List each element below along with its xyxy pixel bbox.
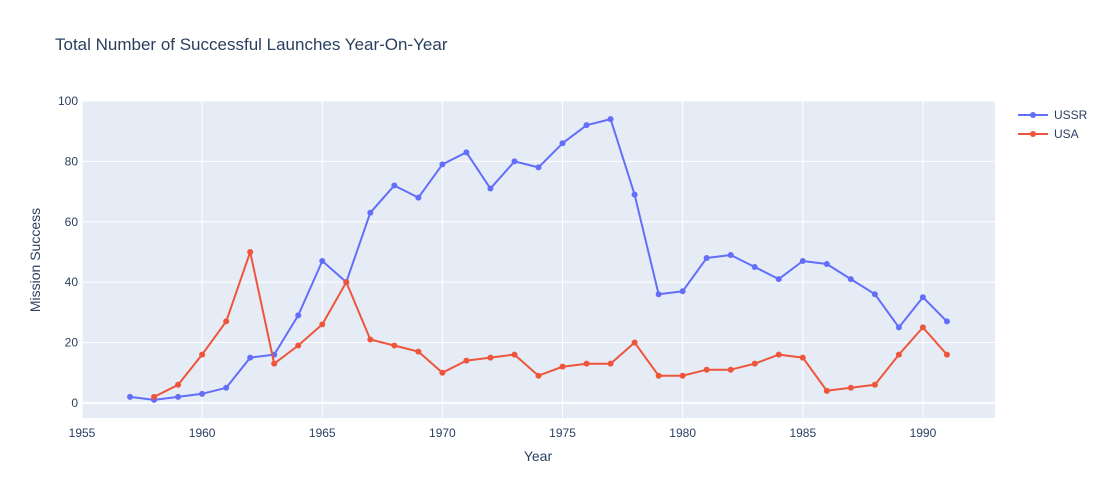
data-point[interactable] bbox=[583, 122, 590, 129]
y-axis-ticks: 0 20 40 60 80 100 bbox=[58, 94, 78, 410]
data-point[interactable] bbox=[703, 254, 710, 261]
data-point[interactable] bbox=[367, 336, 374, 343]
x-tick-label: 1970 bbox=[429, 426, 456, 440]
data-point[interactable] bbox=[319, 321, 326, 328]
data-point[interactable] bbox=[463, 149, 470, 156]
data-point[interactable] bbox=[535, 164, 542, 171]
series-line bbox=[153, 251, 948, 398]
data-point[interactable] bbox=[679, 288, 686, 295]
y-tick-label: 0 bbox=[71, 396, 78, 410]
y-tick-label: 100 bbox=[58, 94, 78, 108]
series-group bbox=[127, 116, 950, 403]
data-point[interactable] bbox=[583, 360, 590, 367]
data-point[interactable] bbox=[631, 191, 638, 198]
data-point[interactable] bbox=[439, 369, 446, 376]
data-point[interactable] bbox=[703, 366, 710, 373]
series-usa bbox=[151, 248, 950, 400]
data-point[interactable] bbox=[319, 258, 326, 265]
data-point[interactable] bbox=[223, 384, 230, 391]
data-point[interactable] bbox=[727, 366, 734, 373]
y-tick-label: 20 bbox=[65, 336, 79, 350]
y-tick-label: 40 bbox=[65, 275, 79, 289]
data-point[interactable] bbox=[751, 264, 758, 271]
data-point[interactable] bbox=[247, 354, 254, 361]
data-point[interactable] bbox=[823, 261, 830, 268]
x-tick-label: 1975 bbox=[549, 426, 576, 440]
x-tick-label: 1990 bbox=[910, 426, 937, 440]
data-point[interactable] bbox=[127, 393, 134, 400]
data-point[interactable] bbox=[679, 372, 686, 379]
x-axis-title: Year bbox=[524, 448, 553, 464]
data-point[interactable] bbox=[295, 342, 302, 349]
legend-item-ussr[interactable]: USSR bbox=[1018, 108, 1088, 122]
data-point[interactable] bbox=[439, 161, 446, 168]
data-point[interactable] bbox=[559, 140, 566, 147]
data-point[interactable] bbox=[511, 351, 518, 358]
chart-title: Total Number of Successful Launches Year… bbox=[55, 35, 448, 54]
x-axis-ticks: 1955 1960 1965 1970 1975 1980 1985 1990 bbox=[69, 426, 937, 440]
y-axis-title: Mission Success bbox=[27, 208, 43, 312]
data-point[interactable] bbox=[487, 354, 494, 361]
data-point[interactable] bbox=[799, 354, 806, 361]
data-point[interactable] bbox=[535, 372, 542, 379]
data-point[interactable] bbox=[847, 276, 854, 283]
data-point[interactable] bbox=[727, 251, 734, 258]
grid-lines bbox=[81, 100, 995, 418]
data-point[interactable] bbox=[895, 324, 902, 331]
data-point[interactable] bbox=[511, 158, 518, 165]
data-point[interactable] bbox=[823, 387, 830, 394]
y-tick-label: 60 bbox=[65, 215, 79, 229]
series-ussr bbox=[127, 116, 950, 403]
data-point[interactable] bbox=[223, 318, 230, 325]
data-point[interactable] bbox=[175, 381, 182, 388]
data-point[interactable] bbox=[559, 363, 566, 370]
data-point[interactable] bbox=[175, 393, 182, 400]
data-point[interactable] bbox=[751, 360, 758, 367]
data-point[interactable] bbox=[295, 312, 302, 319]
data-point[interactable] bbox=[631, 339, 638, 346]
data-point[interactable] bbox=[607, 116, 614, 123]
legend-label: USSR bbox=[1054, 108, 1088, 122]
data-point[interactable] bbox=[415, 194, 422, 201]
plot-area bbox=[82, 101, 995, 418]
data-point[interactable] bbox=[367, 209, 374, 216]
data-point[interactable] bbox=[919, 324, 926, 331]
data-point[interactable] bbox=[415, 348, 422, 355]
data-point[interactable] bbox=[607, 360, 614, 367]
data-point[interactable] bbox=[775, 351, 782, 358]
legend-label: USA bbox=[1054, 127, 1079, 141]
x-tick-label: 1985 bbox=[789, 426, 816, 440]
data-point[interactable] bbox=[895, 351, 902, 358]
data-point[interactable] bbox=[199, 390, 206, 397]
data-point[interactable] bbox=[871, 291, 878, 298]
data-point[interactable] bbox=[847, 384, 854, 391]
legend[interactable]: USSR USA bbox=[1018, 108, 1088, 141]
data-point[interactable] bbox=[199, 351, 206, 358]
data-point[interactable] bbox=[151, 393, 158, 400]
data-point[interactable] bbox=[391, 182, 398, 189]
data-point[interactable] bbox=[775, 276, 782, 283]
data-point[interactable] bbox=[343, 279, 350, 286]
data-point[interactable] bbox=[487, 185, 494, 192]
x-tick-label: 1980 bbox=[669, 426, 696, 440]
x-tick-label: 1960 bbox=[189, 426, 216, 440]
data-point[interactable] bbox=[919, 294, 926, 301]
data-point[interactable] bbox=[655, 372, 662, 379]
legend-item-usa[interactable]: USA bbox=[1018, 127, 1079, 141]
data-point[interactable] bbox=[463, 357, 470, 364]
x-tick-label: 1955 bbox=[69, 426, 96, 440]
y-tick-label: 80 bbox=[65, 154, 79, 168]
data-point[interactable] bbox=[943, 351, 950, 358]
data-point[interactable] bbox=[871, 381, 878, 388]
data-point[interactable] bbox=[391, 342, 398, 349]
data-point[interactable] bbox=[943, 318, 950, 325]
legend-swatch-marker bbox=[1030, 112, 1036, 118]
data-point[interactable] bbox=[271, 360, 278, 367]
legend-swatch-marker bbox=[1030, 131, 1036, 137]
data-point[interactable] bbox=[247, 248, 254, 255]
data-point[interactable] bbox=[655, 291, 662, 298]
data-point[interactable] bbox=[799, 258, 806, 265]
x-tick-label: 1965 bbox=[309, 426, 336, 440]
